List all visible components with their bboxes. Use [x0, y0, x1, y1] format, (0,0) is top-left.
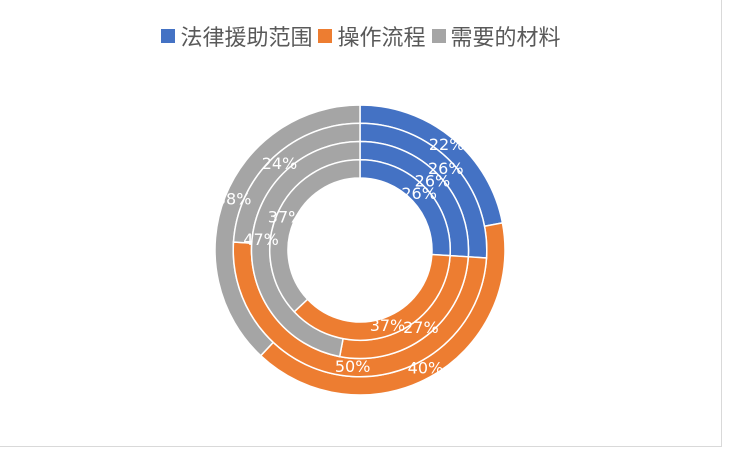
- legend-item-procedure: 操作流程: [318, 20, 426, 52]
- data-label-ring2-legal-aid-scope: 26%: [428, 159, 464, 178]
- data-label-ring3-procedure: 27%: [403, 318, 439, 337]
- data-label-ring3-legal-aid-scope: 26%: [415, 171, 451, 190]
- legend-label-legal-aid-scope: 法律援助范围: [180, 26, 313, 51]
- legend-swatch-legal-aid-scope: [161, 29, 176, 43]
- data-label-ring2-procedure: 50%: [335, 357, 371, 376]
- data-label-ring4-legal-aid-scope: 26%: [401, 184, 437, 203]
- data-label-ring1-required-materials: 38%: [216, 189, 252, 208]
- data-label-ring1-procedure: 40%: [408, 359, 444, 378]
- legend-label-required-materials: 需要的材料: [450, 26, 561, 51]
- legend-item-legal-aid-scope: 法律援助范围: [161, 20, 312, 52]
- legend-swatch-procedure: [318, 29, 333, 43]
- legend-label-procedure: 操作流程: [337, 26, 426, 51]
- legend: 法律援助范围 操作流程 需要的材料: [0, 20, 722, 52]
- data-label-ring1-legal-aid-scope: 22%: [429, 135, 465, 154]
- data-label-ring4-required-materials: 37%: [268, 207, 304, 226]
- donut-chart: 22% 40% 38% 26% 50% 24% 26% 27% 47% 26% 37% 37%: [214, 104, 506, 396]
- legend-swatch-required-materials: [431, 29, 446, 43]
- data-label-ring2-required-materials: 24%: [262, 154, 298, 173]
- chart-frame: 法律援助范围 操作流程 需要的材料 22% 40% 38% 26% 50% 24% 26% 2…: [0, 0, 722, 447]
- legend-item-required-materials: 需要的材料: [431, 20, 561, 52]
- donut-slice-ring4-required-materials: [269, 158, 361, 313]
- data-label-ring3-required-materials: 47%: [243, 230, 279, 249]
- data-label-ring4-procedure: 37%: [370, 316, 406, 335]
